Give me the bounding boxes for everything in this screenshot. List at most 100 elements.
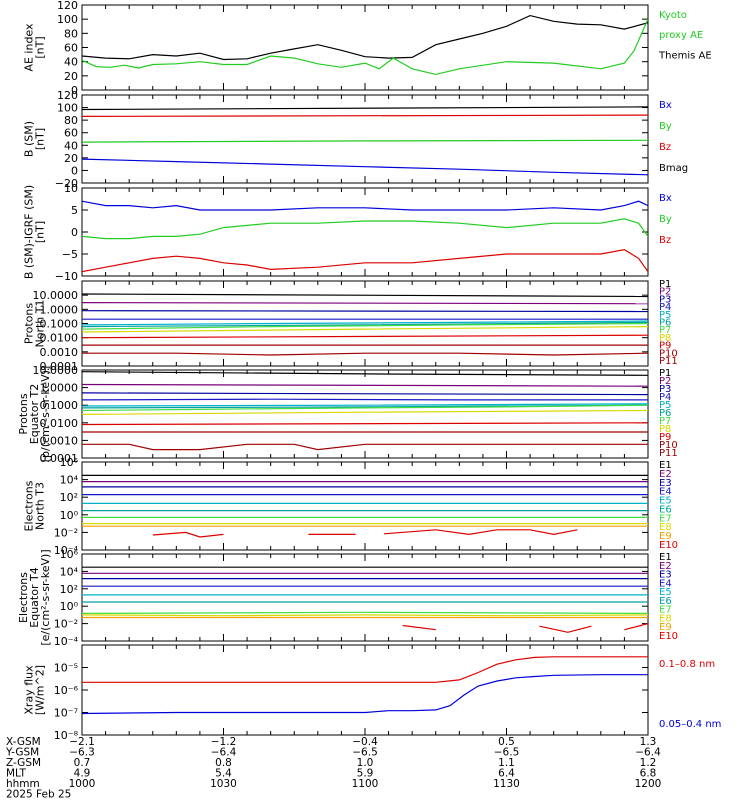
y-axis-label: [nT] [34, 128, 47, 150]
axis-row-label: MLT [6, 768, 26, 780]
series-line [82, 422, 648, 426]
legend-entry: E5 [659, 587, 672, 598]
legend-entry: Kyoto [659, 10, 687, 21]
y-tick-label: 0.0001 [40, 452, 79, 465]
axis-row-value: 1.1 [498, 757, 515, 769]
y-axis-label: Equator T4 [28, 567, 41, 627]
y-tick-label: 0.0010 [40, 346, 79, 359]
legend-entry: Bx [659, 193, 672, 204]
legend-entry: Bz [659, 235, 671, 246]
series-line [82, 614, 648, 617]
axis-row-value: 1200 [635, 778, 662, 790]
legend-entry: E10 [659, 540, 678, 551]
axis-row-value: 5.9 [357, 768, 374, 780]
y-tick-label: 0 [71, 84, 78, 97]
axis-row-value: 1.2 [640, 757, 657, 769]
axis-row-value: −6.4 [635, 747, 661, 759]
y-tick-label: 120 [57, 0, 78, 12]
series-line [82, 403, 648, 407]
series-line [82, 392, 648, 396]
series-line [82, 106, 648, 111]
legend-entry: E7 [659, 513, 672, 524]
y-tick-label: 100 [57, 13, 78, 26]
legend-entry: P6 [659, 408, 671, 419]
legend-entry: P4 [659, 302, 671, 313]
series-line [82, 158, 648, 176]
axis-row-value: 1000 [69, 778, 96, 790]
y-axis-label: [nT] [34, 221, 47, 243]
axis-row-value: −2.1 [69, 736, 95, 748]
legend-entry: E3 [659, 570, 672, 581]
legend-entry: P9 [659, 341, 671, 352]
y-tick-label: 10⁻⁴ [54, 544, 79, 557]
y-tick-label: 10 [64, 182, 78, 195]
y-tick-label: 1.0000 [40, 303, 79, 316]
legend-entry: P8 [659, 424, 671, 435]
series-line [82, 409, 648, 415]
series-line [82, 302, 648, 305]
legend-entry: P1 [659, 279, 671, 290]
legend-entry: P9 [659, 432, 671, 443]
series-line [82, 352, 648, 356]
series-line [82, 200, 648, 211]
y-tick-label: 40 [64, 56, 78, 69]
series-line [82, 320, 648, 326]
legend-entry: Bmag [659, 163, 688, 174]
series-line [82, 310, 648, 313]
y-tick-label: 10² [60, 491, 78, 504]
y-tick-label: 10.0000 [33, 364, 79, 377]
axis-row-value: 4.9 [74, 768, 91, 780]
legend-entry: P3 [659, 294, 671, 305]
legend-entry: E1 [659, 460, 672, 471]
axis-row-value: 1100 [352, 778, 379, 790]
y-axis-label: North T1 [34, 300, 47, 348]
series-line [82, 611, 648, 615]
legend-entry: Bz [659, 142, 671, 153]
axis-row-value: 1130 [493, 778, 520, 790]
y-tick-label: 10⁻² [54, 526, 78, 539]
y-tick-label: 0.1000 [40, 399, 79, 412]
series-line [82, 656, 648, 683]
y-tick-label: 0.0010 [40, 434, 79, 447]
legend-entry: E8 [659, 613, 672, 624]
series-line [82, 383, 648, 387]
legend-entry: E6 [659, 596, 672, 607]
axis-row-value: 6.4 [498, 768, 515, 780]
y-axis-label: [p/(cm²-s-sr-keV)] [39, 366, 52, 463]
y-axis-label: B (SM)-IGRF (SM) [23, 185, 36, 279]
y-tick-label: 10⁶ [60, 456, 79, 469]
legend-entry: E4 [659, 487, 672, 498]
legend-entry: P11 [659, 356, 678, 367]
series-line [82, 293, 648, 298]
date-label: 2025 Feb 25 [6, 789, 71, 800]
legend-entry: proxy AE [659, 30, 703, 41]
legend-entry: E7 [659, 605, 672, 616]
y-tick-label: 60 [64, 42, 78, 55]
series-line [402, 624, 436, 631]
panel-frame [81, 4, 649, 91]
legend-entry: P7 [659, 416, 671, 427]
legend-entry: E8 [659, 522, 672, 533]
y-tick-label: 10⁰ [60, 509, 79, 522]
axis-row-value: −0.4 [352, 736, 378, 748]
y-axis-label: [W/m^2] [34, 665, 47, 715]
axis-row-label: hhmm [6, 778, 40, 790]
y-tick-label: 10⁻⁷ [54, 707, 78, 720]
series-line [82, 139, 648, 143]
y-tick-label: 10⁴ [60, 474, 79, 487]
axis-row-label: X-GSM [6, 736, 41, 748]
legend-entry: Bx [659, 100, 672, 111]
series-line [82, 218, 648, 240]
series-line [82, 322, 648, 330]
y-tick-label: 10⁶ [60, 548, 79, 561]
y-tick-label: 100 [57, 102, 78, 115]
y-axis-label: North T3 [34, 482, 47, 530]
series-line [383, 529, 578, 536]
legend-entry: P2 [659, 376, 671, 387]
y-tick-label: 0.1000 [40, 318, 79, 331]
legend-entry: P4 [659, 392, 671, 403]
y-tick-label: 0 [71, 164, 78, 177]
legend-entry: P11 [659, 448, 678, 459]
legend-entry: E9 [659, 531, 672, 542]
y-tick-label: −20 [55, 177, 78, 190]
